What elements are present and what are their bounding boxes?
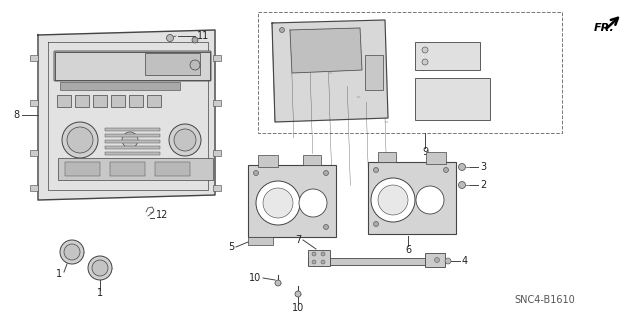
Bar bbox=[65, 162, 100, 176]
Circle shape bbox=[458, 164, 465, 170]
Circle shape bbox=[253, 170, 259, 175]
Circle shape bbox=[458, 182, 465, 189]
Bar bbox=[145, 53, 200, 75]
Bar bbox=[105, 140, 160, 143]
FancyBboxPatch shape bbox=[54, 51, 211, 81]
Circle shape bbox=[312, 252, 316, 256]
Text: 2: 2 bbox=[480, 180, 486, 190]
Circle shape bbox=[174, 129, 196, 151]
Text: 9: 9 bbox=[422, 147, 428, 157]
Circle shape bbox=[374, 221, 378, 226]
Text: SNC4-B1610: SNC4-B1610 bbox=[515, 295, 575, 305]
Bar bbox=[213, 150, 221, 156]
Bar bbox=[93, 95, 107, 107]
Circle shape bbox=[295, 291, 301, 297]
Bar bbox=[129, 95, 143, 107]
Circle shape bbox=[378, 185, 408, 215]
Bar bbox=[110, 162, 145, 176]
Circle shape bbox=[64, 244, 80, 260]
Circle shape bbox=[312, 260, 316, 264]
Bar bbox=[30, 185, 38, 191]
Circle shape bbox=[67, 127, 93, 153]
Circle shape bbox=[280, 27, 285, 33]
Text: 5: 5 bbox=[228, 242, 234, 252]
Circle shape bbox=[190, 60, 200, 70]
Bar bbox=[147, 95, 161, 107]
Circle shape bbox=[435, 257, 440, 263]
Text: 6: 6 bbox=[405, 245, 411, 255]
Circle shape bbox=[299, 189, 327, 217]
Circle shape bbox=[192, 37, 198, 43]
Circle shape bbox=[256, 181, 300, 225]
Bar bbox=[213, 55, 221, 61]
Circle shape bbox=[321, 260, 325, 264]
Text: 10: 10 bbox=[249, 273, 261, 283]
Circle shape bbox=[445, 258, 451, 264]
Circle shape bbox=[323, 170, 328, 175]
Text: 10: 10 bbox=[292, 303, 304, 313]
Bar bbox=[415, 42, 480, 70]
Bar bbox=[105, 134, 160, 137]
Bar bbox=[75, 95, 89, 107]
Bar bbox=[248, 237, 273, 245]
Bar bbox=[58, 158, 213, 180]
Circle shape bbox=[263, 188, 293, 218]
Bar bbox=[155, 162, 190, 176]
Circle shape bbox=[323, 225, 328, 229]
Circle shape bbox=[60, 240, 84, 264]
Bar bbox=[30, 150, 38, 156]
Bar bbox=[105, 146, 160, 149]
Circle shape bbox=[422, 59, 428, 65]
Bar bbox=[425, 253, 445, 267]
Polygon shape bbox=[290, 28, 362, 73]
Bar bbox=[426, 152, 446, 164]
Bar bbox=[368, 162, 456, 234]
Circle shape bbox=[422, 47, 428, 53]
Text: 12: 12 bbox=[156, 210, 168, 220]
Text: 3: 3 bbox=[480, 162, 486, 172]
Circle shape bbox=[169, 124, 201, 156]
Text: FR.: FR. bbox=[594, 23, 615, 33]
Circle shape bbox=[374, 167, 378, 173]
Bar bbox=[258, 155, 278, 167]
Bar bbox=[213, 100, 221, 106]
Circle shape bbox=[88, 256, 112, 280]
Bar bbox=[415, 78, 490, 120]
Circle shape bbox=[122, 132, 138, 148]
Bar bbox=[55, 52, 210, 80]
Circle shape bbox=[62, 122, 98, 158]
Bar bbox=[111, 95, 125, 107]
Bar bbox=[30, 55, 38, 61]
Circle shape bbox=[416, 186, 444, 214]
Text: 8: 8 bbox=[14, 110, 20, 120]
Text: 1: 1 bbox=[97, 288, 103, 298]
Bar bbox=[105, 152, 160, 155]
Circle shape bbox=[371, 178, 415, 222]
Circle shape bbox=[444, 167, 449, 173]
Polygon shape bbox=[38, 30, 215, 200]
Bar bbox=[308, 250, 330, 266]
Bar bbox=[57, 95, 71, 107]
Text: 11: 11 bbox=[197, 31, 209, 41]
Bar bbox=[213, 185, 221, 191]
Text: 4: 4 bbox=[462, 256, 468, 266]
Bar bbox=[30, 100, 38, 106]
Circle shape bbox=[92, 260, 108, 276]
Text: 7: 7 bbox=[295, 235, 301, 245]
Circle shape bbox=[166, 34, 173, 41]
Bar bbox=[105, 128, 160, 131]
Text: 1: 1 bbox=[56, 269, 62, 279]
Circle shape bbox=[275, 280, 281, 286]
Bar bbox=[308, 258, 443, 265]
Bar bbox=[303, 155, 321, 165]
Bar bbox=[378, 152, 396, 162]
Bar bbox=[60, 82, 180, 90]
Polygon shape bbox=[272, 20, 388, 122]
Circle shape bbox=[321, 252, 325, 256]
Bar bbox=[248, 165, 336, 237]
Bar bbox=[365, 55, 383, 90]
